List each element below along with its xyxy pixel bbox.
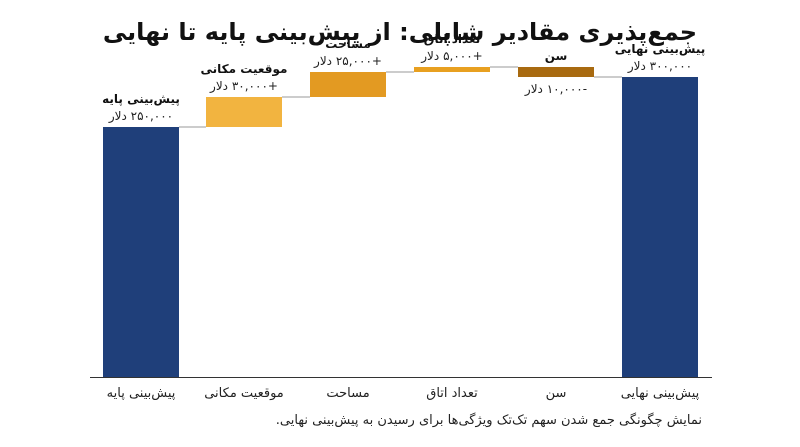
bar-title-label: مساحت bbox=[325, 37, 371, 51]
waterfall-bar bbox=[310, 72, 386, 97]
waterfall-bar bbox=[103, 127, 179, 377]
x-tick-label: مساحت bbox=[326, 386, 369, 401]
bar-value-label: ۳۰۰,۰۰۰ دلار bbox=[627, 59, 692, 74]
bar-title-label: سن bbox=[545, 49, 568, 63]
waterfall-bar bbox=[414, 67, 490, 72]
x-tick-label: پیش‌بینی نهایی bbox=[621, 386, 700, 401]
waterfall-bar bbox=[206, 97, 282, 127]
waterfall-bar bbox=[622, 77, 698, 377]
x-tick-label: تعداد اتاق bbox=[426, 386, 478, 401]
chart-title: جمع‌پذیری مقادیر شاپلی: از پیش‌بینی پایه… bbox=[102, 18, 698, 46]
bar-value-label: +۳۰,۰۰۰ دلار bbox=[209, 79, 278, 94]
bar-value-label: -۱۰,۰۰۰ دلار bbox=[524, 82, 587, 97]
x-tick-label: سن bbox=[546, 386, 567, 401]
x-tick-label: پیش‌بینی پایه bbox=[107, 386, 176, 401]
bar-value-label: ۲۵۰,۰۰۰ دلار bbox=[108, 109, 173, 124]
waterfall-bar bbox=[518, 67, 594, 77]
bar-value-label: +۵,۰۰۰ دلار bbox=[420, 49, 482, 64]
bar-value-label: +۲۵,۰۰۰ دلار bbox=[313, 54, 382, 69]
bar-title-label: تعداد اتاق bbox=[424, 32, 481, 46]
bar-title-label: پیش‌بینی نهایی bbox=[615, 42, 706, 56]
x-tick-label: موقعیت مکانی bbox=[204, 386, 284, 401]
bar-title-label: موقعیت مکانی bbox=[201, 62, 288, 77]
bar-title-label: پیش‌بینی پایه bbox=[102, 92, 180, 106]
chart-caption: نمایش چگونگی جمع شدن سهم تک‌تک ویژگی‌ها … bbox=[275, 413, 702, 428]
